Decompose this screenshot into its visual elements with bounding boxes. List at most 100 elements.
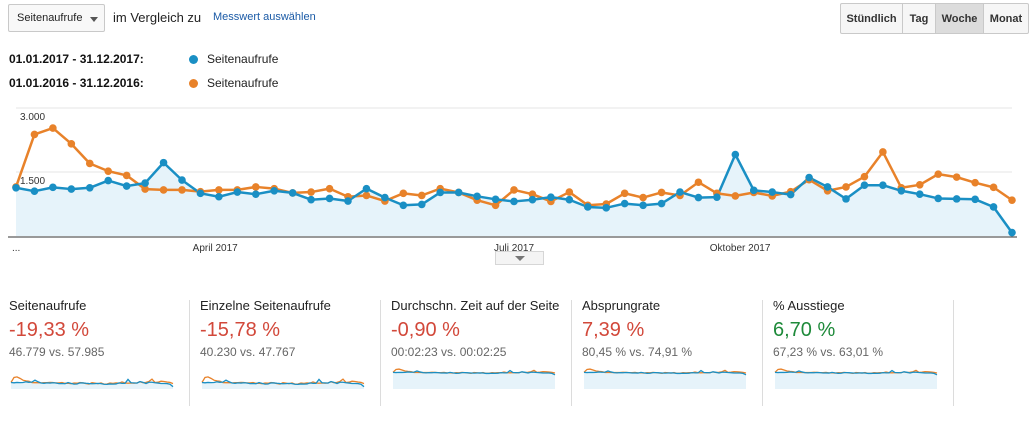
data-point-current [104,176,113,185]
chevron-down-icon [90,17,98,22]
card-title: Seitenaufrufe [9,298,87,313]
data-point-previous [528,190,537,198]
data-point-current [786,190,795,199]
data-point-current [731,150,740,159]
card-comparison: 67,23 % vs. 63,01 % [773,345,884,359]
data-point-current [12,183,20,192]
metric-card-pageviews[interactable]: Seitenaufrufe -19,33 % 46.779 vs. 57.985 [9,298,179,408]
data-point-current [362,184,371,193]
metric-card-exit-rate[interactable]: % Ausstiege 6,70 % 67,23 % vs. 63,01 % [773,298,943,408]
data-point-previous [251,183,260,191]
granularity-day-button[interactable]: Tag [902,3,936,34]
data-point-current [842,195,850,203]
sparkline-area [393,370,555,389]
data-point-previous [620,189,629,198]
data-point-current [178,176,186,184]
data-point-previous [971,178,979,187]
card-sparkline [392,368,556,389]
select-metric-link[interactable]: Messwert auswählen [213,11,316,23]
card-title: Absprungrate [582,298,661,313]
data-point-current [528,195,537,204]
data-point-current [67,185,76,193]
data-point-previous [67,140,76,148]
data-point-previous [1008,196,1016,204]
sparkline-current [10,378,174,388]
data-point-current [1008,228,1016,237]
data-point-current [270,186,279,195]
data-point-previous [178,186,186,194]
sparkline-current [392,369,556,376]
data-point-current [952,195,961,203]
card-title: Durchschn. Zeit auf der Seite [391,298,560,313]
card-comparison: 80,45 % vs. 74,91 % [582,345,693,359]
legend-range-current: 01.01.2017 - 31.12.2017: [9,52,144,66]
chevron-down-icon [515,256,525,261]
data-point-current [934,194,943,203]
metric-select[interactable]: Seitenaufrufe [8,4,105,32]
data-point-current [547,193,555,201]
card-sparkline [10,376,174,389]
data-point-previous [860,172,869,181]
area-fill-current [16,154,1012,236]
data-point-previous [639,193,647,202]
data-point-previous [657,188,666,197]
sparkline-previous [201,376,365,385]
data-point-previous [325,184,334,193]
data-point-current [749,186,758,195]
data-point-previous [879,148,887,156]
card-divider [762,300,763,406]
data-point-previous [49,124,57,132]
granularity-hourly-button[interactable]: Stündlich [840,3,903,34]
data-point-current [251,190,260,198]
card-delta: -19,33 % [9,319,90,341]
card-sparkline [201,376,365,389]
y-tick-label: 1.500 [20,176,45,187]
data-point-previous [842,183,850,191]
data-point-current [196,189,205,198]
metric-card-bounce-rate[interactable]: Absprungrate 7,39 % 80,45 % vs. 74,91 % [582,298,752,408]
y-tick-label: 3.000 [20,112,45,123]
data-point-previous [30,130,39,139]
card-sparkline [583,368,747,389]
card-divider [571,300,572,406]
metric-card-unique-pageviews[interactable]: Einzelne Seitenaufrufe -15,78 % 40.230 v… [200,298,370,408]
card-delta: 7,39 % [582,319,645,341]
sparkline-area [775,370,937,389]
x-tick-label: ... [12,243,20,254]
data-point-current [897,186,906,195]
legend-dot-previous [189,79,198,88]
card-comparison: 00:02:23 vs. 00:02:25 [391,345,507,359]
card-title: % Ausstiege [773,298,845,313]
data-point-current [676,188,684,196]
data-point-current [436,188,445,197]
x-tick-label: April 2017 [193,243,238,254]
data-point-current [639,201,647,210]
data-point-current [823,183,832,191]
data-point-current [381,193,389,202]
legend-label-current: Seitenaufrufe [207,52,279,66]
data-point-current [141,179,149,187]
data-point-previous [399,189,408,198]
sparkline-current [201,378,365,388]
legend-dot-current [189,55,198,64]
granularity-week-button[interactable]: Woche [935,3,984,34]
data-point-current [620,199,629,208]
metric-card-avg-time[interactable]: Durchschn. Zeit auf der Seite -0,90 % 00… [391,298,561,408]
granularity-month-button[interactable]: Monat [983,3,1029,34]
data-point-previous [731,192,740,200]
sparkline-area [584,370,746,389]
card-sparkline [774,368,938,389]
x-tick-label: Juli 2017 [494,243,534,254]
data-point-current [510,197,518,206]
data-point-current [399,201,408,210]
data-point-current [454,188,463,197]
data-point-current [768,188,777,196]
x-tick-label: Oktober 2017 [710,243,771,254]
data-point-previous [989,183,998,192]
sparkline-current [583,369,747,376]
data-point-previous [952,173,961,181]
data-point-current [915,190,924,198]
data-point-previous [491,201,500,210]
data-point-previous [85,159,94,168]
chart-collapse-toggle[interactable] [495,251,544,265]
